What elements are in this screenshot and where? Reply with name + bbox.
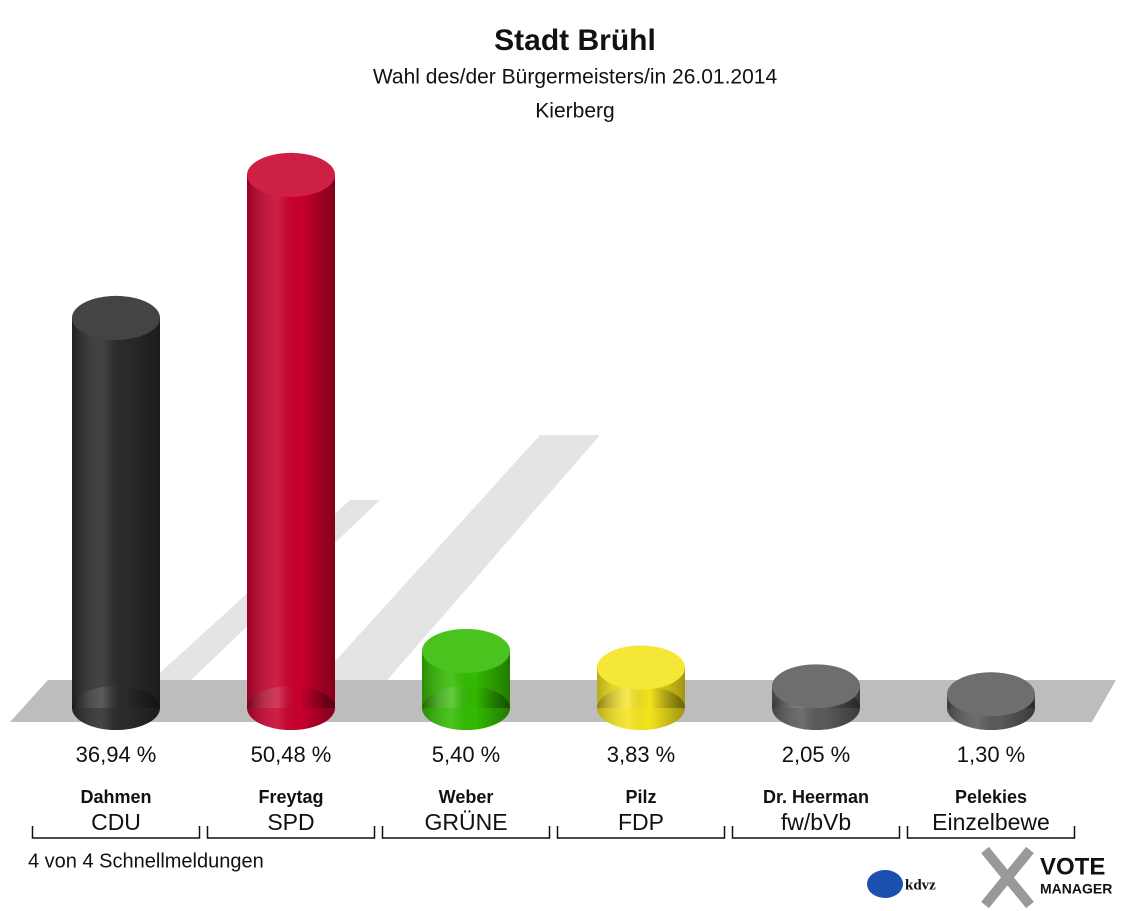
bar-shade bbox=[72, 317, 160, 708]
logo-cross bbox=[981, 846, 1034, 909]
value-label: 36,94 % bbox=[76, 742, 157, 767]
chart-location: Kierberg bbox=[535, 100, 614, 123]
bracket bbox=[556, 826, 726, 839]
logo-globe bbox=[867, 870, 903, 898]
bar-top-highlight bbox=[597, 645, 685, 690]
party-label: Einzelbewe bbox=[932, 809, 1050, 835]
bar-top-highlight bbox=[947, 672, 1035, 717]
bar-shade bbox=[247, 174, 335, 708]
bar-top bbox=[72, 295, 160, 340]
bracket bbox=[381, 826, 551, 839]
bracket bbox=[731, 826, 901, 839]
logo-text: VOTE bbox=[1040, 853, 1105, 880]
logo-text: kdvz bbox=[905, 877, 936, 893]
party-label: GRÜNE bbox=[424, 809, 507, 835]
bar-top-highlight bbox=[772, 664, 860, 709]
bar-top-highlight bbox=[422, 628, 510, 673]
shadow bbox=[300, 435, 600, 700]
candidate-label: Pilz bbox=[625, 787, 656, 807]
bar-top bbox=[772, 664, 860, 709]
bracket bbox=[906, 826, 1076, 839]
value-label: 50,48 % bbox=[251, 742, 332, 767]
logo-text: MANAGER bbox=[1040, 881, 1112, 897]
bar-top bbox=[422, 628, 510, 673]
chart-subtitle: Wahl des/der Bürgermeisters/in 26.01.201… bbox=[373, 66, 778, 89]
bar-top-highlight bbox=[247, 152, 335, 197]
value-label: 5,40 % bbox=[432, 742, 501, 767]
candidate-label: Dr. Heerman bbox=[763, 787, 869, 807]
candidate-label: Dahmen bbox=[80, 787, 151, 807]
value-label: 2,05 % bbox=[782, 742, 851, 767]
value-label: 3,83 % bbox=[607, 742, 676, 767]
chart-title: Stadt Brühl bbox=[494, 24, 656, 57]
bar-top bbox=[597, 645, 685, 690]
bracket bbox=[31, 826, 201, 839]
value-label: 1,30 % bbox=[957, 742, 1026, 767]
party-label: SPD bbox=[267, 809, 314, 835]
bracket bbox=[206, 826, 376, 839]
candidate-label: Freytag bbox=[258, 787, 323, 807]
candidate-label: Pelekies bbox=[955, 787, 1027, 807]
footer: 4 von 4 Schnellmeldungen bbox=[28, 850, 264, 872]
party-label: FDP bbox=[618, 809, 664, 835]
bar-top-highlight bbox=[72, 295, 160, 340]
bar-top bbox=[247, 152, 335, 197]
party-label: CDU bbox=[91, 809, 141, 835]
bar-top bbox=[947, 672, 1035, 717]
party-label: fw/bVb bbox=[781, 809, 851, 835]
candidate-label: Weber bbox=[439, 787, 494, 807]
logo: kdvz VOTE MANAGER bbox=[867, 846, 1112, 909]
